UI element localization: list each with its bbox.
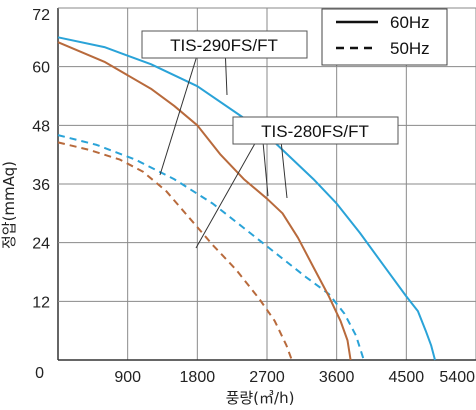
tick-labels: 900 1800 2700 3600 4500 5400 0 12 24 36 48 60 72: [32, 7, 475, 386]
legend-box: [321, 8, 448, 66]
callout-290-box: [141, 30, 308, 59]
legend-label-60hz: 60Hz: [390, 13, 430, 32]
callout-280-box: [232, 116, 399, 145]
y-axis-label: 정압(mmAq): [0, 161, 18, 249]
y-tick-0: 0: [35, 365, 44, 382]
series-line-tis-280fs-ft-50hz: [57, 141, 293, 361]
x-tick-4500: 4500: [389, 369, 425, 386]
legend-label-50hz: 50Hz: [390, 39, 430, 58]
callout-280: TIS-280FS/FT: [232, 116, 399, 145]
legend: 60Hz 50Hz: [321, 8, 448, 66]
series-line-tis-280fs-ft-60hz: [57, 41, 352, 361]
y-tick-60: 60: [32, 60, 50, 77]
series-line-tis-290fs-ft-60hz: [57, 36, 436, 361]
x-tick-900: 900: [114, 369, 141, 386]
callout-290: TIS-290FS/FT: [141, 30, 308, 59]
leader-290-b: [159, 45, 201, 176]
series-line-tis-290fs-ft-50hz: [57, 134, 365, 361]
x-tick-3600: 3600: [319, 369, 355, 386]
x-axis-label: 풍량(㎥/h): [226, 389, 295, 407]
x-tick-1800: 1800: [180, 369, 216, 386]
leader-280-b: [195, 130, 263, 249]
callout-280-label: TIS-280FS/FT: [261, 122, 369, 141]
y-tick-36: 36: [32, 177, 50, 194]
callout-290-label: TIS-290FS/FT: [170, 36, 278, 55]
y-tick-12: 12: [32, 294, 50, 311]
series-lines: [57, 36, 436, 361]
y-tick-24: 24: [32, 236, 50, 253]
y-tick-48: 48: [32, 118, 50, 135]
x-tick-2700: 2700: [249, 369, 285, 386]
y-tick-72: 72: [32, 7, 50, 24]
x-tick-5400: 5400: [439, 369, 475, 386]
